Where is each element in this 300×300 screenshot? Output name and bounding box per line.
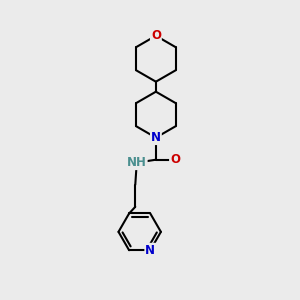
Text: NH: NH — [127, 156, 147, 169]
Text: N: N — [145, 244, 155, 257]
Text: N: N — [151, 131, 161, 144]
Text: O: O — [151, 29, 161, 42]
Text: O: O — [170, 153, 180, 166]
